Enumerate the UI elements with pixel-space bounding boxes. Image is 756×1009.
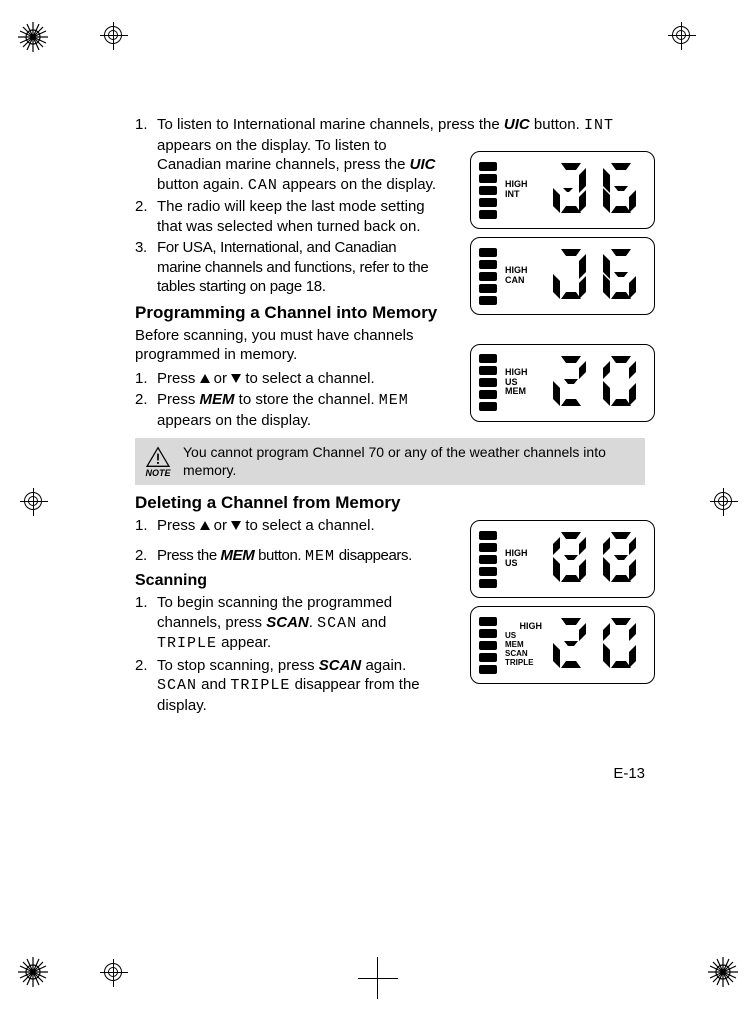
signal-bars-icon [479, 248, 497, 305]
lcd-display-88: HIGH US [470, 520, 655, 598]
page-content: 1. To listen to International marine cha… [135, 115, 645, 717]
lcd-digits [532, 244, 647, 308]
lcd-digits [546, 613, 646, 677]
item-number: 1. [135, 115, 148, 135]
item-number: 3. [135, 238, 147, 258]
mem-button-label: MEM [221, 547, 255, 564]
lcd-labels: HIGH US MEM [505, 368, 528, 398]
scan-button-label: SCAN [266, 614, 309, 631]
lcd-labels: HIGH CAN [505, 266, 528, 286]
lcd-text: MEM [379, 392, 409, 409]
lcd-labels: HIGH INT [505, 180, 528, 200]
body-text: The radio will keep the last mode settin… [157, 198, 425, 235]
note-text: You cannot program Channel 70 or any of … [183, 444, 635, 479]
list-item: 2. The radio will keep the last mode set… [157, 197, 442, 236]
lcd-text: CAN [248, 177, 278, 194]
list-item: 1. Press or to select a channel. [157, 369, 445, 389]
signal-bars-icon [479, 531, 497, 588]
signal-bars-icon [479, 617, 497, 674]
instruction-list-2: 1. Press or to select a channel. 2. Pres… [135, 369, 445, 431]
list-item: 1. Press or to select a channel. [157, 516, 445, 536]
lcd-display-scan: HIGH US MEM SCAN TRIPLE [470, 606, 655, 684]
item-number: 2. [135, 656, 148, 676]
item-number: 2. [135, 390, 148, 410]
note-icon: NOTE [145, 446, 171, 478]
up-arrow-icon [200, 521, 210, 530]
crop-mark [100, 22, 128, 50]
item-number: 2. [135, 197, 148, 217]
lcd-text: SCAN [157, 677, 197, 694]
crop-mark [100, 959, 128, 987]
scan-button-label: SCAN [319, 657, 362, 674]
item-number: 1. [135, 593, 148, 613]
crop-mark [20, 488, 48, 516]
instruction-list-3: 1. Press or to select a channel. 2. Pres… [135, 516, 445, 566]
lcd-digits [532, 158, 647, 222]
down-arrow-icon [231, 374, 241, 383]
list-item: 2. Press the MEM button. MEM disappears. [157, 546, 445, 567]
down-arrow-icon [231, 521, 241, 530]
registration-mark [708, 957, 738, 987]
lcd-labels: HIGH US MEM SCAN TRIPLE [505, 622, 542, 667]
registration-mark [18, 957, 48, 987]
tick-mark [377, 957, 378, 971]
center-cross-mark [358, 959, 398, 999]
item-number: 1. [135, 516, 148, 536]
list-item: 3. For USA, International, and Canadian … [157, 238, 442, 297]
wrapped-text: appears on the display. To listen to Can… [157, 136, 442, 196]
lcd-digits [532, 351, 647, 415]
lcd-text: SCAN [317, 615, 357, 632]
item-number: 1. [135, 369, 148, 389]
registration-mark [18, 22, 48, 52]
page-number: E-13 [613, 765, 645, 782]
lcd-display-can: HIGH CAN [470, 237, 655, 315]
signal-bars-icon [479, 162, 497, 219]
body-text: To listen to International marine channe… [157, 116, 614, 133]
list-item: 2. Press MEM to store the channel. MEM a… [157, 390, 445, 430]
up-arrow-icon [200, 374, 210, 383]
lcd-text: INT [584, 117, 614, 134]
lcd-display-mem: HIGH US MEM [470, 344, 655, 422]
lcd-text: TRIPLE [157, 635, 217, 652]
lcd-text: MEM [305, 548, 335, 565]
heading-deleting: Deleting a Channel from Memory [135, 493, 645, 513]
lcd-digits [532, 527, 647, 591]
uic-button-label: UIC [410, 156, 436, 173]
mem-button-label: MEM [200, 391, 235, 408]
uic-button-label: UIC [504, 116, 530, 133]
item-number: 2. [135, 546, 147, 566]
lcd-labels: HIGH US [505, 549, 528, 569]
intro-text: Before scanning, you must have channels … [135, 326, 445, 365]
crop-mark [710, 488, 738, 516]
list-item: 1. To begin scanning the programmed chan… [157, 593, 445, 654]
lcd-display-int: HIGH INT [470, 151, 655, 229]
note-box: NOTE You cannot program Channel 70 or an… [135, 438, 645, 485]
body-text: For USA, International, and Canadian mar… [157, 239, 428, 295]
crop-mark [668, 22, 696, 50]
instruction-list-4: 1. To begin scanning the programmed chan… [135, 593, 445, 715]
lcd-text: TRIPLE [230, 677, 290, 694]
signal-bars-icon [479, 354, 497, 411]
list-item: 2. To stop scanning, press SCAN again. S… [157, 656, 445, 716]
